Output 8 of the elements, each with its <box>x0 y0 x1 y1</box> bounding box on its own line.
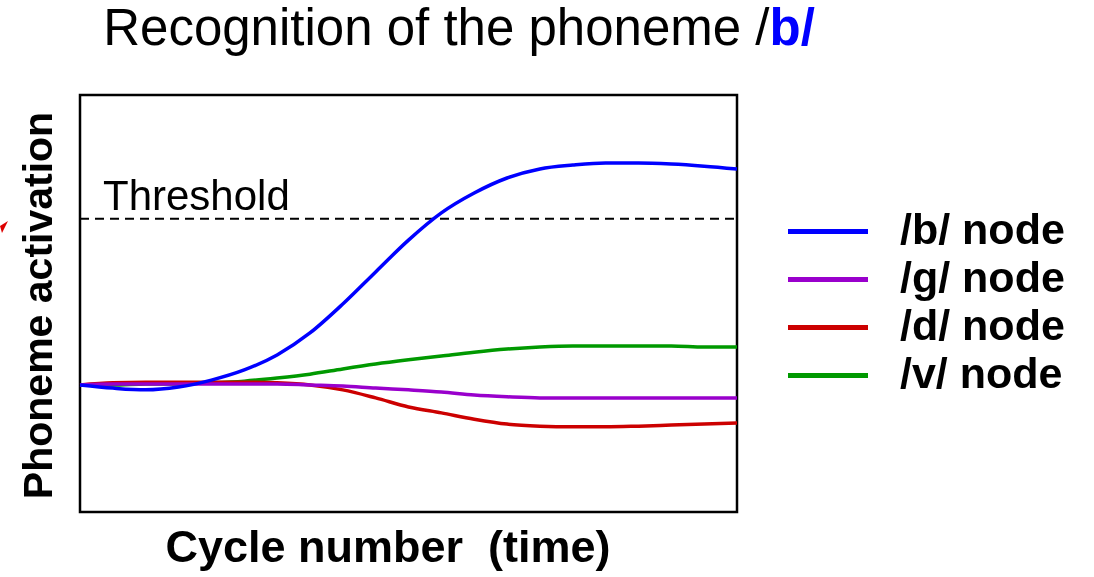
legend-label: /v/ node <box>900 348 1063 397</box>
x-axis-title: Cycle number (time) <box>165 521 611 572</box>
legend-label: /d/ node <box>900 300 1065 349</box>
legend-label: /g/ node <box>900 252 1065 301</box>
ref-line-label: Threshold <box>103 171 290 219</box>
chart-title: Recognition of the phoneme /b/ <box>103 0 815 56</box>
y-axis-title: Phoneme activation <box>15 111 61 500</box>
legend-label: /b/ node <box>900 204 1065 253</box>
